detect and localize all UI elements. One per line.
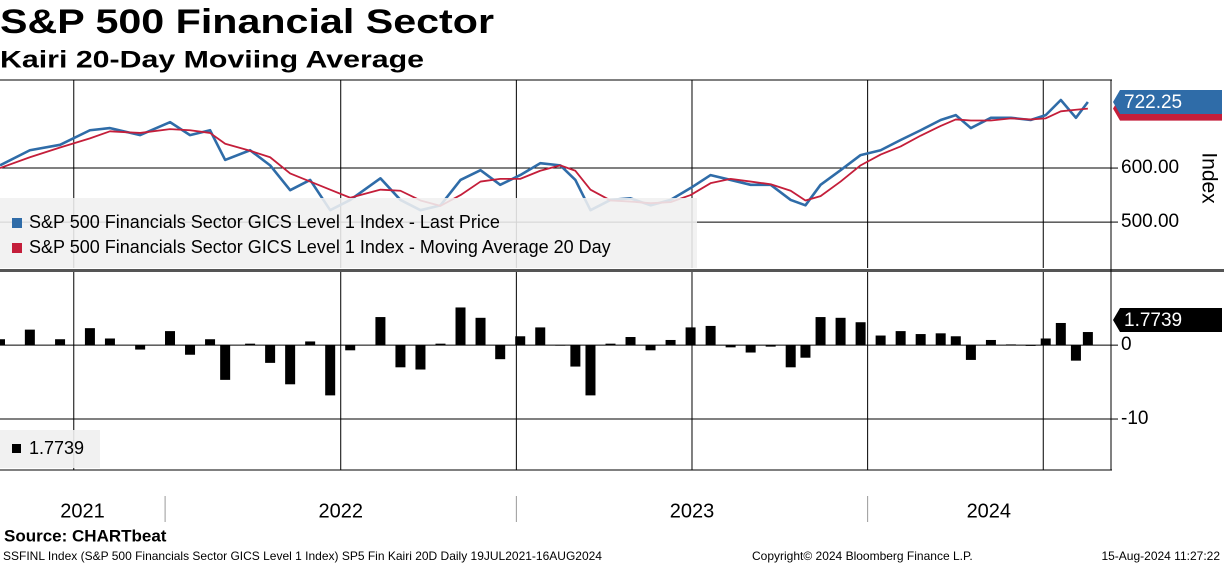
x-tick-label: 2023 xyxy=(670,500,715,522)
bar xyxy=(135,345,146,350)
last-price-badge-label: 722.25 xyxy=(1124,92,1182,113)
bar xyxy=(395,345,406,368)
bar xyxy=(555,345,566,346)
legend-label: S&P 500 Financials Sector GICS Level 1 I… xyxy=(29,237,611,257)
last-price-badge xyxy=(1113,90,1222,115)
footer-left: SSFINL Index (S&P 500 Financials Sector … xyxy=(3,549,602,563)
bar xyxy=(800,345,811,358)
legend-box xyxy=(0,198,697,268)
bar xyxy=(725,345,736,348)
bar xyxy=(835,317,846,346)
y-tick-label: -10 xyxy=(1121,408,1148,429)
bar xyxy=(305,341,316,346)
bar xyxy=(455,307,466,346)
bar xyxy=(765,345,776,347)
y-tick-label: 600.00 xyxy=(1121,157,1179,178)
y-tick-label: 500.00 xyxy=(1121,211,1179,232)
bar xyxy=(285,345,296,385)
footer-right: 15-Aug-2024 11:27:22 xyxy=(1101,549,1220,563)
bar xyxy=(705,325,716,346)
bar xyxy=(1005,344,1016,346)
legend-swatch xyxy=(12,444,21,453)
bar xyxy=(515,336,526,346)
x-tick-label: 2021 xyxy=(60,500,105,522)
bar xyxy=(605,343,616,346)
chart-title: S&P 500 Financial Sector xyxy=(0,3,494,41)
chart-subtitle: Kairi 20-Day Moviing Average xyxy=(0,46,424,73)
last-price-badge-group: 722.25 xyxy=(1113,90,1222,115)
bar xyxy=(55,339,66,346)
legend-swatch xyxy=(12,243,22,253)
bar xyxy=(435,343,446,346)
bar xyxy=(205,339,216,346)
bar xyxy=(495,345,506,360)
bar xyxy=(325,345,336,396)
legend-swatch xyxy=(12,218,22,228)
legend: S&P 500 Financials Sector GICS Level 1 I… xyxy=(0,198,697,268)
bar xyxy=(875,335,886,346)
bar xyxy=(185,345,196,355)
bar xyxy=(165,331,176,346)
bar xyxy=(985,339,996,346)
bar xyxy=(1082,332,1093,346)
y-tick-label: 0 xyxy=(1121,334,1132,355)
legend: 1.7739 xyxy=(0,430,100,468)
bar xyxy=(815,317,826,346)
series-line xyxy=(0,107,1088,207)
bar xyxy=(685,327,696,346)
bar xyxy=(1040,338,1051,346)
bar xyxy=(24,329,35,346)
bar xyxy=(245,343,256,346)
legend-label: 1.7739 xyxy=(29,438,84,458)
bar xyxy=(1070,345,1081,361)
bar xyxy=(785,345,796,368)
bar xyxy=(1055,322,1066,346)
bar xyxy=(415,345,426,370)
bar xyxy=(665,339,676,346)
bar xyxy=(895,331,906,346)
bar xyxy=(84,328,95,346)
y-axis-label: Index xyxy=(1197,152,1220,204)
last-kairi-badge xyxy=(1113,308,1222,333)
bar xyxy=(585,345,596,396)
bar xyxy=(0,339,5,346)
bar xyxy=(950,336,961,346)
bar xyxy=(535,327,546,346)
footer-center: Copyright© 2024 Bloomberg Finance L.P. xyxy=(752,549,973,563)
bar xyxy=(915,334,926,346)
bar xyxy=(935,333,946,346)
bar xyxy=(570,345,581,367)
bar xyxy=(1025,345,1036,346)
bar xyxy=(345,345,356,351)
x-tick-label: 2024 xyxy=(967,500,1012,522)
bar xyxy=(745,345,756,353)
bar xyxy=(965,345,976,360)
source: Source: CHARTbeat xyxy=(4,526,167,545)
bar xyxy=(645,345,656,351)
bar xyxy=(855,322,866,346)
bar xyxy=(220,345,231,380)
bar xyxy=(375,317,386,346)
last-kairi-badge-group: 1.7739 xyxy=(1113,308,1222,333)
bar xyxy=(265,345,276,363)
last-kairi-badge-label: 1.7739 xyxy=(1124,310,1182,331)
bar xyxy=(475,317,486,346)
legend-label: S&P 500 Financials Sector GICS Level 1 I… xyxy=(29,212,500,232)
bar xyxy=(104,338,115,346)
x-tick-label: 2022 xyxy=(318,500,363,522)
bar xyxy=(625,337,636,346)
